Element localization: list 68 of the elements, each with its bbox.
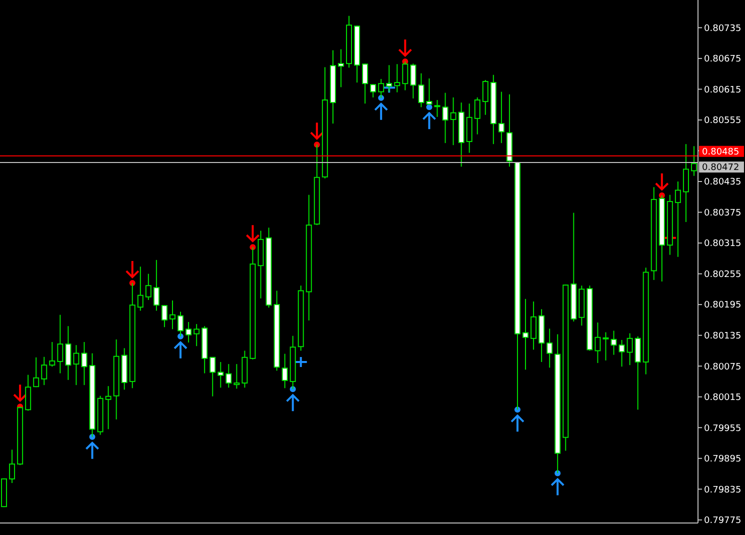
candlestick: [394, 64, 400, 93]
candlestick: [41, 356, 48, 386]
candlestick: [186, 322, 192, 344]
candlestick: [137, 266, 144, 312]
candlestick: [194, 324, 200, 347]
candlestick: [602, 332, 609, 361]
candlestick: [674, 181, 681, 258]
candlestick: [690, 146, 697, 176]
candlestick: [362, 63, 368, 104]
candlestick: [49, 342, 56, 368]
y-tick-label: 0.80255: [704, 270, 742, 280]
candlestick: [218, 362, 224, 388]
y-tick-label: 0.80615: [704, 85, 742, 96]
candlestick: [234, 364, 240, 390]
candlestick: [57, 314, 64, 374]
candlestick: [338, 48, 344, 88]
candlestick: [618, 339, 625, 368]
candlestick: [682, 144, 689, 223]
y-tick-label: 0.80735: [704, 24, 742, 34]
y-tick-label: 0.80315: [704, 239, 742, 250]
y-tick-label: 0.80015: [704, 393, 742, 404]
y-tick-label: 0.80435: [704, 178, 742, 188]
y-tick-label: 0.79955: [704, 424, 742, 434]
candlestick: [530, 300, 537, 350]
candlestick: [169, 300, 176, 330]
candlestick: [626, 332, 633, 366]
ref-line-label: 0.80485: [702, 148, 740, 158]
candlestick: [434, 99, 440, 118]
candlestick: [210, 356, 216, 397]
candlestick: [610, 330, 617, 356]
point: [426, 104, 432, 110]
candlestick: [410, 63, 416, 99]
y-tick-label: 0.79895: [704, 454, 742, 465]
candlestick: [145, 273, 152, 300]
candlestick: [522, 298, 529, 370]
candlestick: [226, 364, 232, 388]
candlestick: [418, 72, 424, 108]
candlestick: [442, 92, 448, 144]
candlestick: [546, 328, 553, 368]
candlestick: [25, 374, 32, 412]
point: [382, 82, 396, 94]
candlestick: [370, 84, 376, 98]
y-tick-label: 0.80555: [704, 116, 742, 126]
candlestick: [73, 344, 80, 386]
candlestick: [9, 449, 16, 484]
candlestick: [450, 96, 456, 146]
y-tick-label: 0.79775: [704, 516, 742, 526]
candlestick: [105, 386, 112, 430]
candlestick: [498, 91, 504, 144]
candlestick: [65, 326, 72, 380]
ref-line-label: 0.80472: [702, 163, 740, 174]
candlestick: [33, 356, 40, 388]
y-tick-label: 0.80375: [704, 208, 742, 218]
candlestick: [282, 353, 288, 389]
candlestick: [161, 304, 168, 328]
candlestick: [634, 336, 641, 410]
candlestick: [81, 342, 88, 386]
candlestick: [153, 259, 160, 312]
y-tick-label: 0.80075: [704, 362, 742, 372]
y-tick-label: 0.80135: [704, 331, 742, 342]
y-tick-label: 0.79835: [704, 485, 742, 496]
candlestick: [482, 79, 488, 116]
candlestick: [386, 64, 392, 92]
point: [294, 356, 308, 368]
candlestick: [474, 96, 480, 135]
candlestick: [594, 322, 601, 364]
y-tick-label: 0.80195: [704, 300, 742, 311]
y-tick-label: 0.80675: [704, 54, 742, 65]
